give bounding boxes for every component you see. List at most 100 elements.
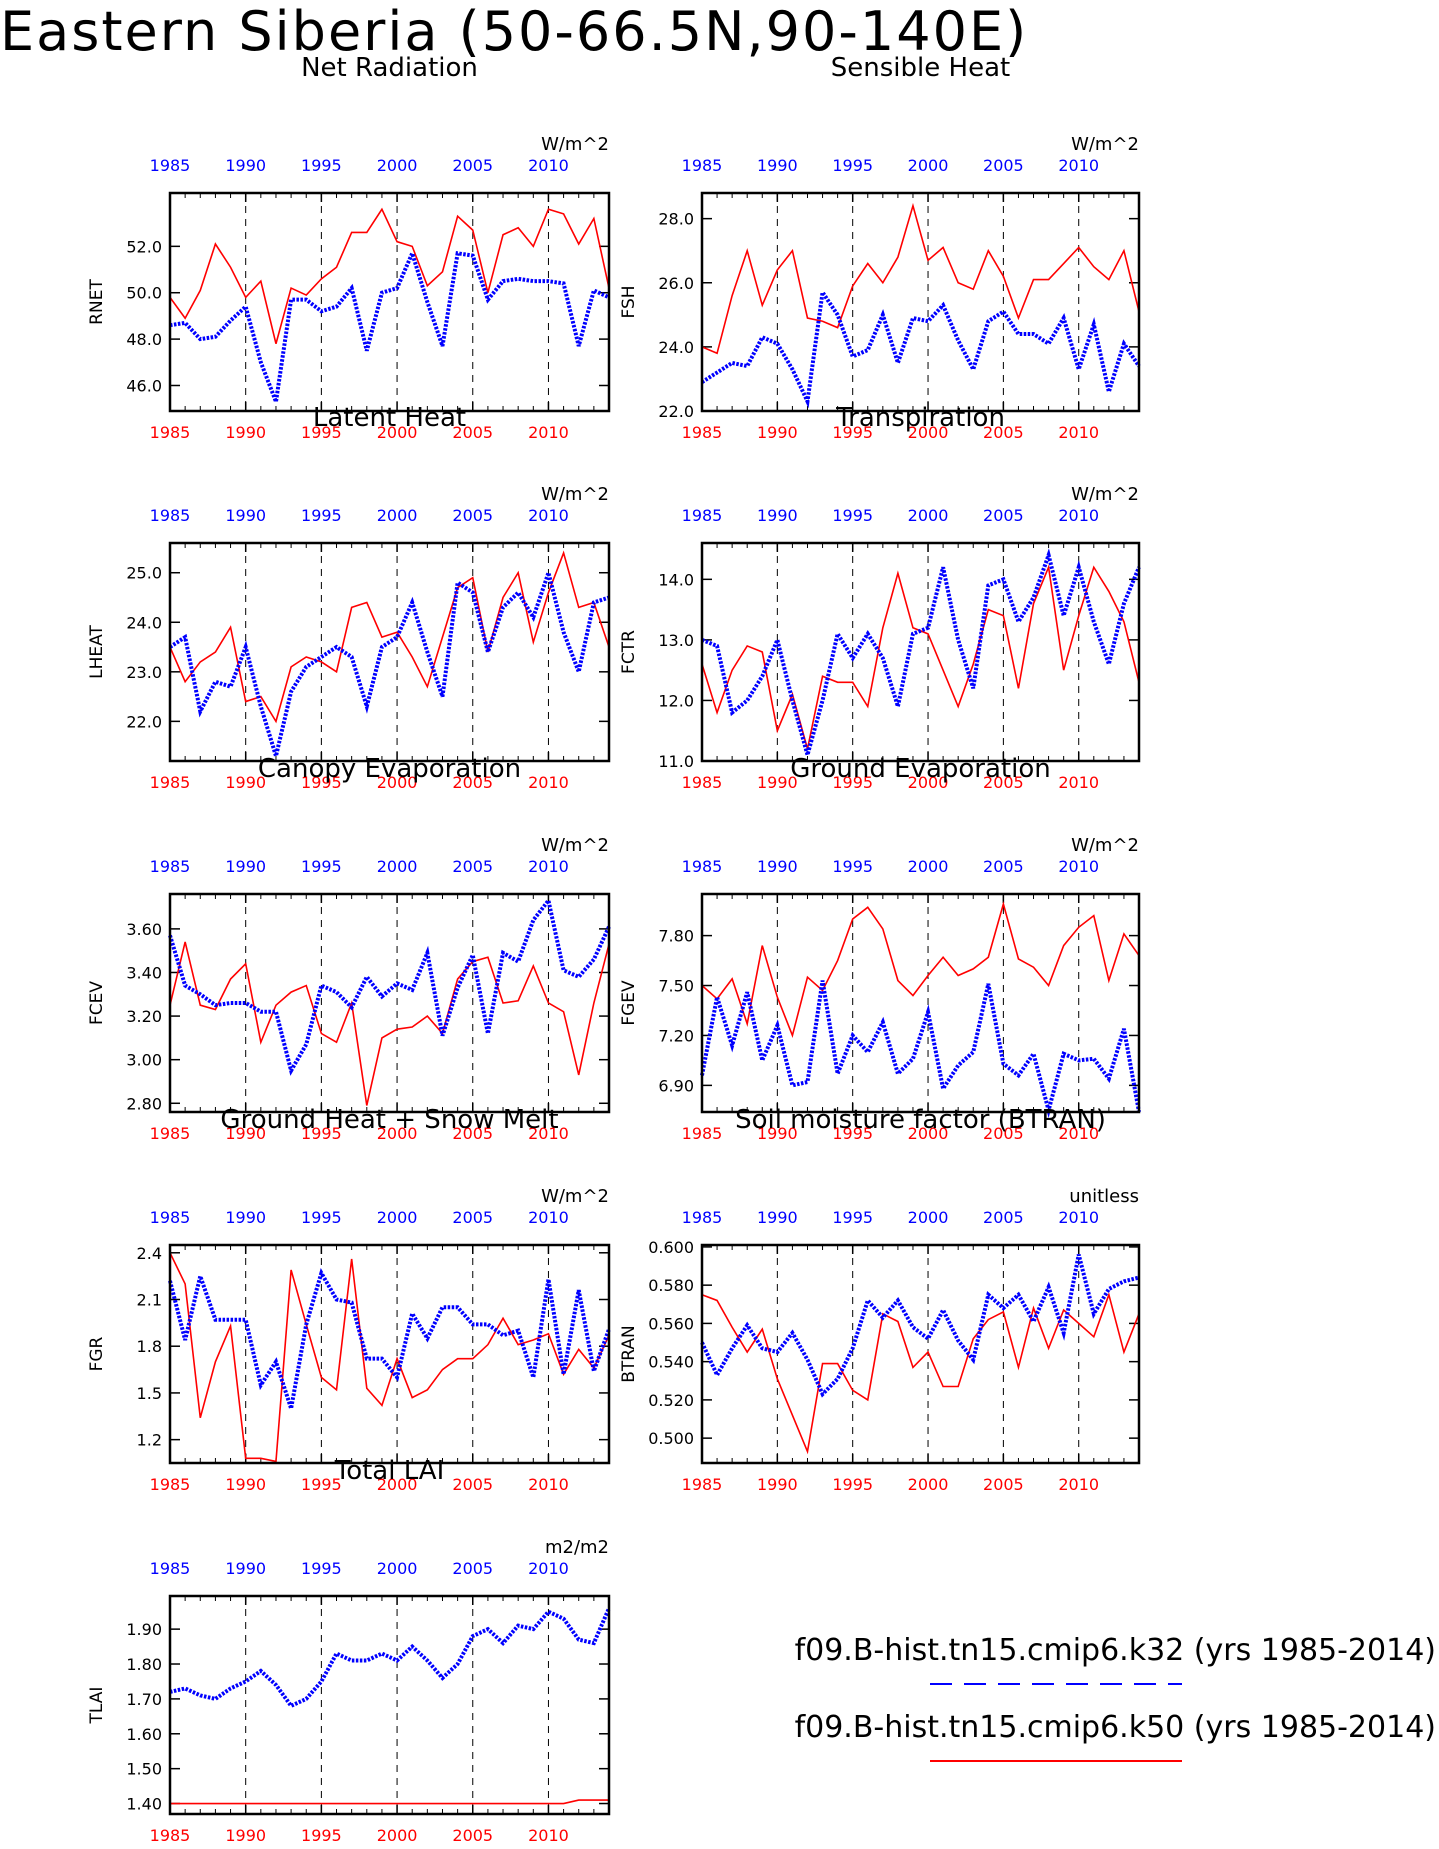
xtick-label-top: 1990 [225, 1559, 266, 1578]
xtick-label-top: 1995 [301, 156, 342, 175]
panel-fsh: Sensible Heat W/m^2 1985 1985 1990 1990 1995 19… [619, 53, 1141, 442]
panel-title-fgev: Ground Evaporation [790, 754, 1050, 784]
ytick-label: 3.60 [126, 920, 162, 939]
xtick-label-top: 2005 [452, 1208, 493, 1227]
series-line-k50-btran [701, 1292, 1140, 1455]
ytick-label: 0.500 [648, 1429, 694, 1448]
plot-frame-fctr [700, 541, 1141, 763]
plot-frame-fgr [168, 1243, 611, 1465]
series-line-k32-tlai [169, 1607, 611, 1709]
series-line-k50-rnet [169, 207, 610, 344]
ytick-label: 0.600 [648, 1238, 694, 1257]
xtick-label-top: 1990 [757, 857, 798, 876]
units-label-fcev: W/m^2 [541, 835, 609, 856]
ylabel-fgr: FGR [87, 1336, 107, 1371]
xtick-label-top: 1985 [150, 1208, 191, 1227]
xtick-label-top: 2005 [983, 1208, 1024, 1227]
xtick-label-bottom: 2005 [983, 773, 1024, 792]
ytick-label: 1.80 [126, 1655, 162, 1674]
xtick-label-top: 1995 [832, 156, 873, 175]
xtick-label-bottom: 2000 [908, 773, 949, 792]
panel-lheat: Latent Heat W/m^2 1985 1985 1990 1990 1995 1995… [87, 403, 611, 792]
xtick-label-bottom: 1995 [301, 773, 342, 792]
xtick-label-top: 1990 [225, 1208, 266, 1227]
ytick-label: 24.0 [658, 338, 694, 357]
units-label-fgr: W/m^2 [541, 1186, 609, 1207]
xtick-label-bottom: 1990 [225, 1124, 266, 1143]
xtick-label-top: 1985 [150, 1559, 191, 1578]
xtick-label-top: 2000 [377, 857, 418, 876]
xtick-label-bottom: 2000 [377, 1124, 418, 1143]
ytick-label: 1.2 [137, 1431, 162, 1450]
xtick-label-bottom: 2010 [528, 773, 569, 792]
series-line-k32-fcev [168, 895, 611, 1076]
ytick-label: 3.00 [126, 1051, 162, 1070]
plot-frame-fgev [700, 892, 1141, 1114]
ytick-label: 2.80 [126, 1094, 162, 1113]
xtick-label-top: 1995 [832, 857, 873, 876]
ytick-label: 13.0 [658, 631, 694, 650]
ytick-label: 2.4 [137, 1244, 162, 1263]
series-line-k32-fgr [168, 1267, 611, 1410]
xtick-label-bottom: 1985 [682, 1124, 723, 1143]
panel-fgr: Ground Heat + Snow Melt W/m^2 1985 1985 1990… [87, 1105, 611, 1494]
ylabel-rnet: RNET [87, 279, 107, 325]
xtick-label-bottom: 1990 [225, 1475, 266, 1494]
xtick-label-top: 1990 [757, 156, 798, 175]
ytick-label: 1.70 [126, 1690, 162, 1709]
xtick-label-top: 2005 [452, 156, 493, 175]
ylabel-btran: BTRAN [619, 1325, 639, 1383]
xtick-label-bottom: 2005 [983, 1124, 1024, 1143]
ytick-label: 1.50 [126, 1760, 162, 1779]
panel-title-btran: Soil moisture factor (BTRAN) [735, 1105, 1106, 1135]
plot-frame-fcev [168, 892, 611, 1114]
ytick-label: 1.90 [126, 1620, 162, 1639]
xtick-label-top: 2010 [1058, 156, 1099, 175]
series-line-k50-fgr [169, 1252, 610, 1463]
series-line-k50-fctr [701, 564, 1140, 750]
plot-frame-lheat [168, 541, 611, 763]
xtick-label-bottom: 2000 [377, 423, 418, 442]
legend-label-0: f09.B-hist.tn15.cmip6.k32 (yrs 1985-2014… [795, 1633, 1436, 1668]
xtick-label-bottom: 2010 [1058, 1475, 1099, 1494]
xtick-label-bottom: 1985 [682, 423, 723, 442]
xtick-label-top: 1990 [757, 506, 798, 525]
xtick-label-bottom: 2005 [983, 1475, 1024, 1494]
ytick-label: 3.20 [126, 1007, 162, 1026]
series-line-k50-lheat [169, 550, 610, 724]
xtick-label-top: 2010 [528, 156, 569, 175]
ytick-label: 52.0 [126, 237, 162, 256]
xtick-label-top: 2010 [528, 1559, 569, 1578]
xtick-label-top: 2000 [908, 857, 949, 876]
xtick-label-bottom: 1995 [301, 423, 342, 442]
ylabel-fcev: FCEV [87, 981, 107, 1025]
xtick-label-bottom: 2005 [452, 423, 493, 442]
ytick-label: 25.0 [126, 564, 162, 583]
units-label-fsh: W/m^2 [1071, 134, 1139, 155]
xtick-label-top: 1985 [682, 857, 723, 876]
panel-title-fgr: Ground Heat + Snow Melt [220, 1105, 558, 1135]
legend-label-1: f09.B-hist.tn15.cmip6.k50 (yrs 1985-2014… [795, 1710, 1436, 1745]
xtick-label-top: 2005 [452, 857, 493, 876]
xtick-label-bottom: 1990 [757, 1475, 798, 1494]
xtick-label-top: 2000 [908, 1208, 949, 1227]
xtick-label-bottom: 2000 [908, 1475, 949, 1494]
ytick-label: 7.50 [658, 977, 694, 996]
ytick-label: 0.580 [648, 1276, 694, 1295]
xtick-label-top: 1995 [832, 506, 873, 525]
xtick-label-bottom: 1990 [225, 1826, 266, 1845]
ytick-label: 12.0 [658, 691, 694, 710]
ytick-label: 1.8 [137, 1337, 162, 1356]
xtick-label-bottom: 2000 [377, 773, 418, 792]
xtick-label-top: 2010 [528, 857, 569, 876]
xtick-label-top: 2005 [983, 156, 1024, 175]
xtick-label-top: 2000 [377, 1208, 418, 1227]
ytick-label: 22.0 [126, 712, 162, 731]
xtick-label-top: 2010 [528, 506, 569, 525]
xtick-label-top: 2005 [983, 506, 1024, 525]
xtick-label-top: 1985 [150, 506, 191, 525]
xtick-label-top: 1985 [150, 857, 191, 876]
xtick-label-bottom: 2010 [528, 1475, 569, 1494]
ytick-label: 1.40 [126, 1795, 162, 1814]
